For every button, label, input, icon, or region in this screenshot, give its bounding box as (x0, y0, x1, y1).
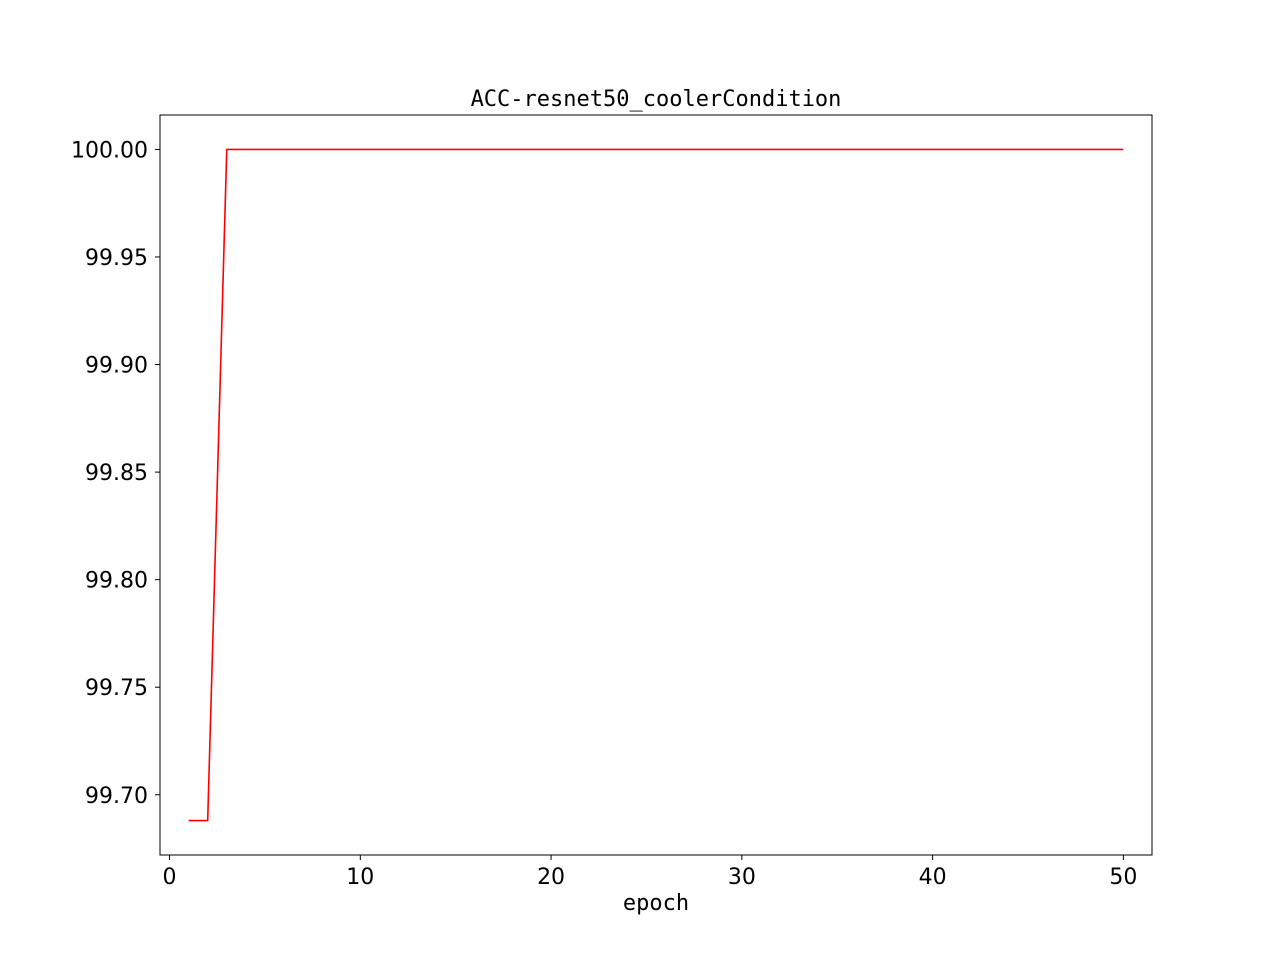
x-axis: 0 10 20 30 40 50 (163, 855, 1137, 890)
x-tick-label: 40 (919, 865, 947, 890)
chart-title: ACC-resnet50_coolerCondition (471, 87, 842, 112)
x-axis-label: epoch (623, 891, 689, 916)
series-layer (188, 148, 1124, 822)
y-tick-label: 99.70 (85, 784, 148, 809)
plot-area-frame (159, 114, 1153, 856)
y-tick-label: 99.95 (85, 246, 148, 271)
x-tick-label: 30 (728, 865, 756, 890)
y-axis: 99.70 99.75 99.80 99.85 99.90 99.95 100.00 (71, 138, 160, 809)
x-tick-label: 0 (163, 865, 177, 890)
x-tick-label: 20 (537, 865, 565, 890)
y-tick-label: 99.80 (85, 569, 148, 594)
x-tick-label: 10 (346, 865, 374, 890)
y-tick-label: 100.00 (71, 138, 148, 163)
y-tick-label: 99.75 (85, 676, 148, 701)
y-tick-label: 99.85 (85, 461, 148, 486)
x-tick-label: 50 (1109, 865, 1137, 890)
y-tick-label: 99.90 (85, 354, 148, 379)
series-line (188, 148, 1124, 822)
